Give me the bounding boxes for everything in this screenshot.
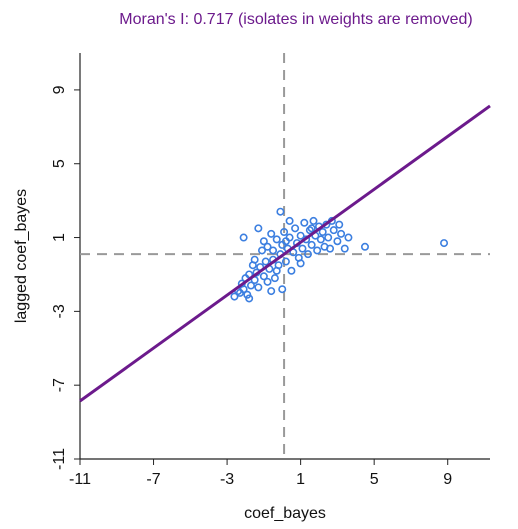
point xyxy=(329,226,338,235)
point xyxy=(335,220,344,229)
x-axis-label: coef_bayes xyxy=(244,505,326,522)
point xyxy=(276,207,285,216)
y-axis-label: lagged coef_bayes xyxy=(13,189,30,323)
point xyxy=(261,257,270,266)
point xyxy=(324,233,333,242)
y-tick-label: 5 xyxy=(51,159,68,168)
point xyxy=(254,224,263,233)
x-tick-label: -3 xyxy=(220,471,234,488)
point xyxy=(281,257,290,266)
point xyxy=(239,233,248,242)
point xyxy=(281,237,290,246)
title-prefix: Moran's I: xyxy=(119,11,193,28)
y-tick-label: -3 xyxy=(51,304,68,318)
point xyxy=(258,246,267,255)
point xyxy=(250,255,259,264)
point xyxy=(267,287,276,296)
point xyxy=(298,244,307,253)
point xyxy=(239,285,248,294)
x-tick-label: 9 xyxy=(443,471,452,488)
point xyxy=(303,250,312,259)
point xyxy=(309,216,318,225)
x-tick-label: 1 xyxy=(296,471,305,488)
point xyxy=(333,237,342,246)
point xyxy=(267,229,276,238)
point xyxy=(245,294,254,303)
point xyxy=(305,226,314,235)
point xyxy=(259,272,268,281)
title-suffix: (isolates in weights are removed) xyxy=(234,11,473,28)
point xyxy=(263,242,272,251)
point xyxy=(287,266,296,275)
point xyxy=(269,246,278,255)
point xyxy=(285,216,294,225)
point xyxy=(296,231,305,240)
x-tick-label: -7 xyxy=(146,471,160,488)
point xyxy=(263,277,272,286)
point xyxy=(440,239,449,248)
point xyxy=(340,244,349,253)
point xyxy=(270,274,279,283)
regression-line xyxy=(79,104,491,403)
point xyxy=(230,292,239,301)
point xyxy=(360,242,369,251)
point xyxy=(307,224,316,233)
y-tick-label: 1 xyxy=(51,233,68,242)
y-tick-label: 9 xyxy=(51,85,68,94)
point xyxy=(316,235,325,244)
point xyxy=(291,224,300,233)
point xyxy=(272,266,281,275)
point xyxy=(307,240,316,249)
point xyxy=(246,281,255,290)
point xyxy=(326,244,335,253)
point xyxy=(254,283,263,292)
y-tick-label: -11 xyxy=(51,448,68,470)
x-tick-label: -11 xyxy=(69,471,91,488)
point xyxy=(313,246,322,255)
point xyxy=(272,235,281,244)
point xyxy=(318,228,327,237)
chart-title: Moran's I: 0.717 (isolates in weights ar… xyxy=(119,11,472,28)
point xyxy=(337,229,346,238)
point xyxy=(344,233,353,242)
point xyxy=(259,237,268,246)
morans-i: 0.717 xyxy=(193,11,233,28)
y-tick-label: -7 xyxy=(51,378,68,392)
point xyxy=(278,285,287,294)
x-tick-label: 5 xyxy=(370,471,379,488)
point xyxy=(296,259,305,268)
point xyxy=(280,228,289,237)
point xyxy=(300,218,309,227)
